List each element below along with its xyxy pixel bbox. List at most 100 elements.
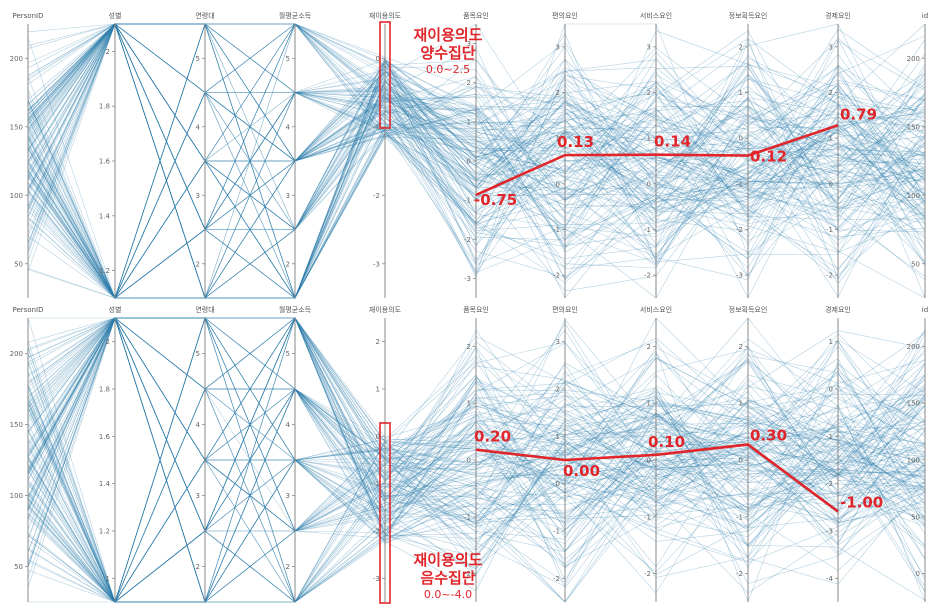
tick-label: -2 <box>644 570 651 578</box>
tick-label: 5 <box>286 55 290 63</box>
tick-label: 0 <box>376 433 380 441</box>
tick-label: 0 <box>739 457 743 465</box>
axis-label: 품목요인 <box>463 11 489 20</box>
axis-label: 품목요인 <box>463 305 489 314</box>
tick-label: -1 <box>826 433 833 441</box>
tick-label: 0 <box>467 158 471 166</box>
range-label: 0.0~-4.0 <box>424 588 472 601</box>
mean-value-label: -0.75 <box>474 191 517 209</box>
tick-label: 1 <box>467 118 471 126</box>
tick-label: 3 <box>556 43 560 51</box>
tick-label: -2 <box>736 226 743 234</box>
axis-label: 월평균소득 <box>279 305 312 314</box>
tick-label: 3 <box>556 338 560 346</box>
tick-label: 3 <box>286 192 290 200</box>
axis-label: 재이용의도 <box>369 305 402 314</box>
tick-label: 100 <box>10 192 23 200</box>
tick-label: -1 <box>736 180 743 188</box>
tick-label: -1 <box>464 197 471 205</box>
tick-label: 1 <box>556 433 560 441</box>
tick-label: -3 <box>736 272 743 280</box>
axis-label: 재이용의도 <box>369 11 402 20</box>
tick-label: 4 <box>286 421 291 429</box>
tick-label: 200 <box>907 343 920 351</box>
tick-label: 2 <box>647 89 651 97</box>
tick-label: 0 <box>916 570 920 578</box>
axis-label: 경제요인 <box>825 305 851 314</box>
tick-label: 1 <box>376 386 380 394</box>
tick-label: 1.2 <box>99 528 110 536</box>
mean-line <box>475 443 839 513</box>
axis-label: PersonID <box>13 306 44 314</box>
tick-label: -3 <box>373 260 380 268</box>
tick-label: -3 <box>373 575 380 583</box>
tick-label: 2 <box>556 89 560 97</box>
axis-label: 서비스요인 <box>640 11 672 20</box>
tick-label: 2 <box>467 343 471 351</box>
tick-label: 0 <box>467 457 471 465</box>
tick-label: 4 <box>286 123 291 131</box>
tick-label: 1 <box>647 400 651 408</box>
tick-label: -1 <box>553 528 560 536</box>
tick-label: -1 <box>373 480 380 488</box>
mean-value-label: 0.00 <box>563 462 600 480</box>
group-label-line1: 재이용의도 <box>413 26 482 44</box>
tick-label: 0 <box>376 55 380 63</box>
tick-label: -4 <box>826 575 834 583</box>
tick-label: 0 <box>739 135 743 143</box>
tick-label: 150 <box>10 123 23 131</box>
tick-label: 2 <box>106 48 110 56</box>
group-label-line1: 재이용의도 <box>413 551 482 569</box>
axis-label: id <box>922 306 928 314</box>
tick-label: 2 <box>286 260 290 268</box>
mean-value-label: 0.20 <box>474 428 511 446</box>
tick-label: 1.4 <box>99 212 111 220</box>
tick-label: 2 <box>106 338 110 346</box>
tick-label: 2 <box>196 260 200 268</box>
axis-label: 연령대 <box>195 306 214 314</box>
tick-label: 50 <box>14 563 23 571</box>
axis-label: id <box>922 12 928 20</box>
mean-value-label: 0.12 <box>750 148 787 166</box>
tick-label: -1 <box>736 513 743 521</box>
axis-label: 정보획득요인 <box>729 305 768 314</box>
tick-label: -2 <box>464 570 471 578</box>
tick-label: -3 <box>826 528 833 536</box>
tick-label: 1 <box>467 400 471 408</box>
tick-label: 150 <box>907 400 920 408</box>
tick-label: 50 <box>911 513 920 521</box>
tick-label: 5 <box>286 350 290 358</box>
tick-label: 2 <box>739 43 743 51</box>
mean-value-label: 0.79 <box>840 105 877 123</box>
mean-value-label: 0.30 <box>750 427 787 445</box>
tick-label: 200 <box>10 350 23 358</box>
axis-label: 성별 <box>109 305 122 314</box>
tick-label: 1 <box>739 400 743 408</box>
axis-label: 연령대 <box>195 12 214 20</box>
axis-label: 편의요인 <box>552 11 578 20</box>
tick-label: 200 <box>907 55 920 63</box>
tick-label: 0 <box>829 180 833 188</box>
tick-label: -1 <box>464 513 471 521</box>
tick-label: 3 <box>196 492 200 500</box>
tick-label: 3 <box>196 192 200 200</box>
tick-label: -2 <box>464 236 471 244</box>
tick-label: 100 <box>907 457 920 465</box>
tick-label: 3 <box>467 40 471 48</box>
tick-label: -2 <box>826 480 833 488</box>
tick-label: 5 <box>196 55 200 63</box>
mean-value-label: 0.14 <box>654 133 691 151</box>
tick-label: 4 <box>196 421 201 429</box>
tick-label: -1 <box>644 226 651 234</box>
mean-value-label: 0.13 <box>557 133 594 151</box>
axis-label: 월평균소득 <box>279 11 312 20</box>
tick-label: 2 <box>829 89 833 97</box>
tick-label: 100 <box>907 192 920 200</box>
axis-label: PersonID <box>13 12 44 20</box>
tick-label: -3 <box>464 275 471 283</box>
axis-label: 편의요인 <box>552 305 578 314</box>
selection-box <box>379 21 391 129</box>
axis-label: 성별 <box>109 11 122 20</box>
tick-label: 1.6 <box>99 433 111 441</box>
